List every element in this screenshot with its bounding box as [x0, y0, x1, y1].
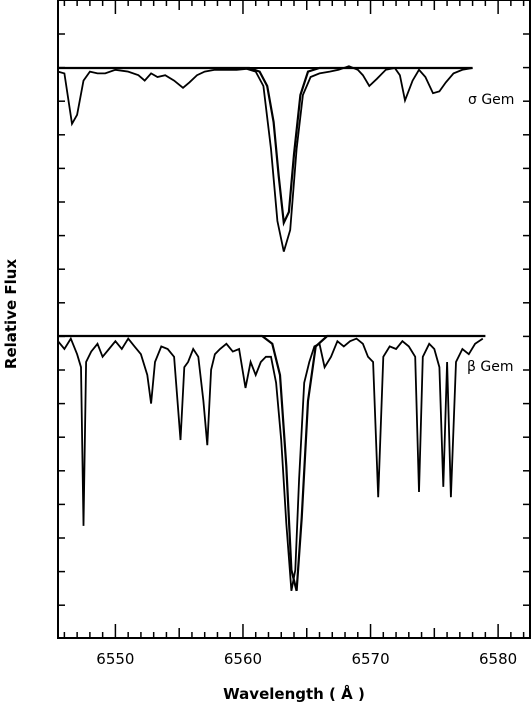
x-tick-label: 6570 [351, 650, 389, 668]
beta-gem-observed-line [57, 336, 484, 591]
beta-gem-synthetic-line [58, 334, 486, 592]
x-tick-label: 6580 [479, 650, 517, 668]
plot-frame [57, 0, 531, 639]
beta-gem-label: β Gem [467, 359, 513, 375]
y-axis-ticks [58, 33, 530, 606]
sigma-gem-label: σ Gem [468, 92, 514, 108]
x-axis-tick-labels: 6550 6560 6570 6580 [96, 650, 517, 668]
sigma-gem-observed-line [57, 65, 473, 252]
x-tick-label: 6560 [224, 650, 262, 668]
x-axis-ticks [63, 0, 525, 638]
y-axis-title: Relative Flux [2, 259, 20, 370]
x-tick-label: 6550 [96, 650, 134, 668]
x-axis-title: Wavelength ( Å ) [223, 684, 365, 703]
sigma-gem-synthetic-line [58, 66, 473, 227]
